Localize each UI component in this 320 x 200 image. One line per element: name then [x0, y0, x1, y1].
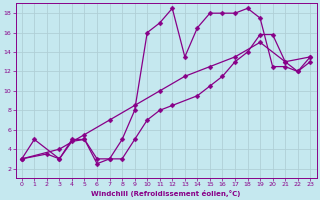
X-axis label: Windchill (Refroidissement éolien,°C): Windchill (Refroidissement éolien,°C) — [91, 190, 241, 197]
